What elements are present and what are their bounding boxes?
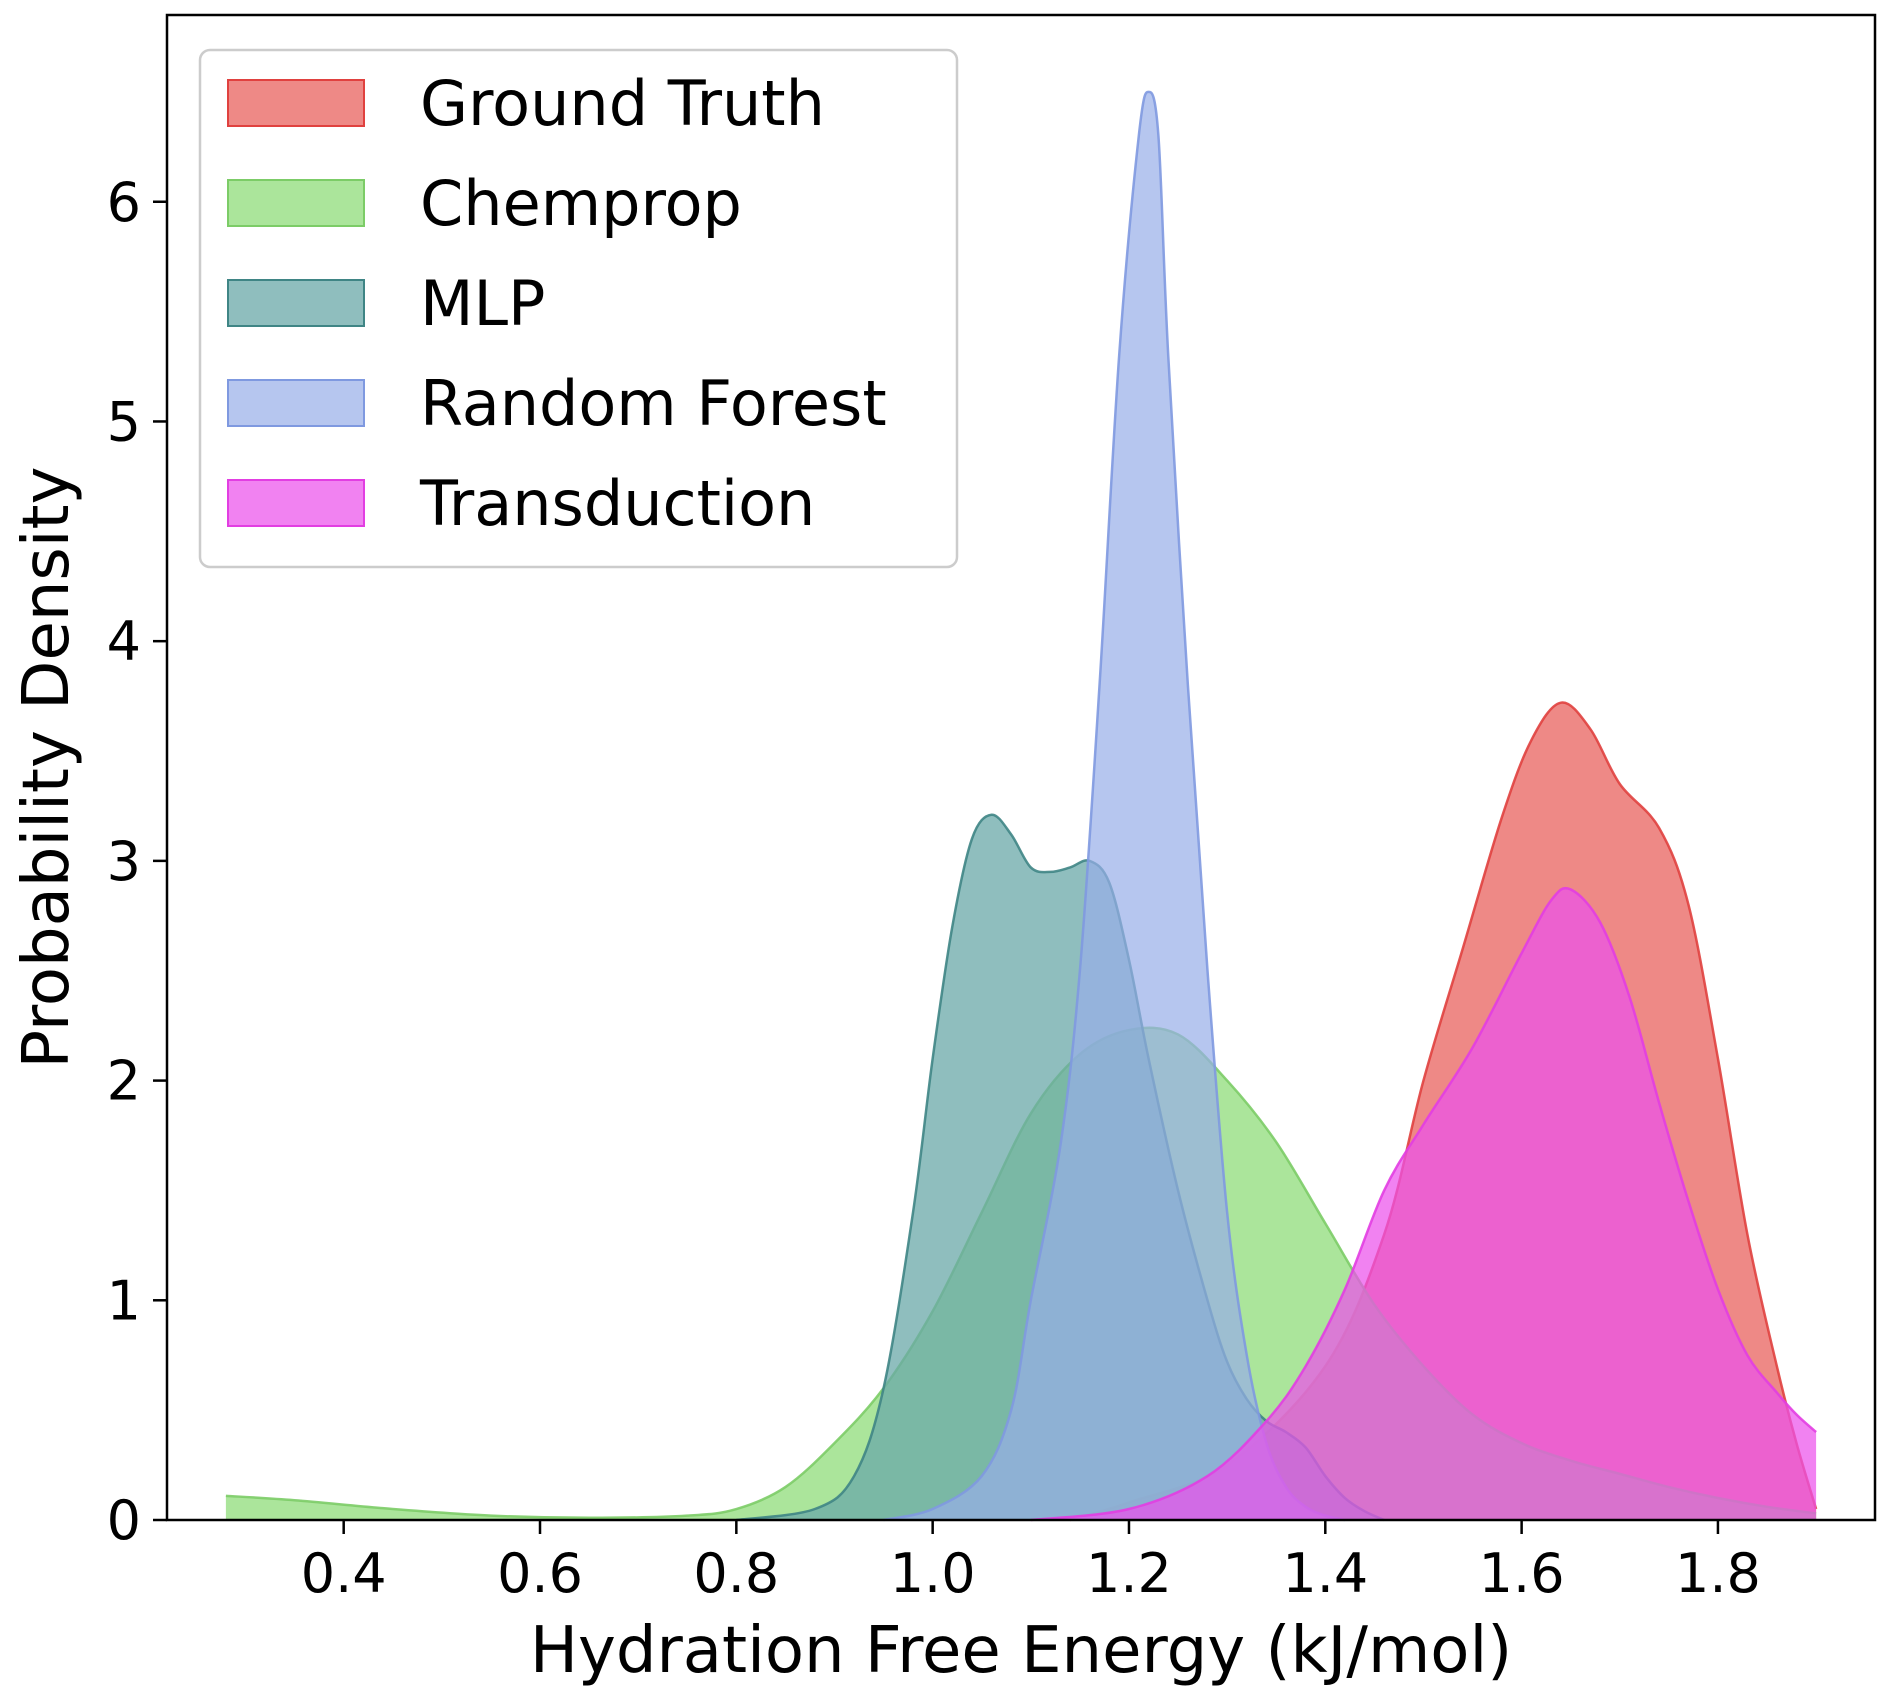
plot-frame bbox=[165, 13, 1877, 1522]
series-area-random-forest bbox=[883, 91, 1345, 1520]
series-line-random-forest bbox=[883, 90, 1346, 1522]
x-tick-label: 1.8 bbox=[1675, 1542, 1761, 1605]
legend-label: Ground Truth bbox=[420, 67, 825, 140]
series-layer bbox=[225, 90, 1818, 1522]
y-tick-label: 5 bbox=[107, 390, 141, 453]
x-axis-title: Hydration Free Energy (kJ/mol) bbox=[530, 1614, 1512, 1688]
legend-label: MLP bbox=[420, 267, 545, 340]
legend-swatch bbox=[227, 379, 365, 427]
series-line-transduction bbox=[1030, 886, 1817, 1522]
legend-swatch bbox=[227, 279, 365, 327]
y-tick-label: 4 bbox=[107, 610, 141, 673]
legend-swatch bbox=[227, 479, 365, 527]
y-tick-label: 0 bbox=[107, 1489, 141, 1552]
legend-label: Transduction bbox=[419, 467, 815, 540]
legend-swatch bbox=[227, 179, 365, 227]
x-tick-label: 0.8 bbox=[693, 1542, 779, 1605]
x-tick-label: 1.6 bbox=[1479, 1542, 1565, 1605]
y-tick-label: 3 bbox=[107, 830, 141, 893]
ticks-layer: 0.4 0.6 0.8 1.0 1.2 1.4 1.6 1.8 0 1 2 3 4 5 6 bbox=[107, 171, 1761, 1605]
y-tick-label: 6 bbox=[107, 171, 141, 234]
legend-label: Random Forest bbox=[420, 367, 887, 440]
x-tick-label: 1.0 bbox=[890, 1542, 976, 1605]
x-tick-label: 1.4 bbox=[1282, 1542, 1368, 1605]
legend-swatch bbox=[227, 79, 365, 127]
y-tick-label: 1 bbox=[107, 1269, 141, 1332]
series-area-transduction bbox=[1030, 888, 1817, 1520]
legend-label: Chemprop bbox=[420, 167, 742, 240]
y-tick-label: 2 bbox=[107, 1050, 141, 1113]
legend: Ground Truth Chemprop MLP Random Forest Tran… bbox=[198, 48, 959, 569]
y-axis-title: Probability Density bbox=[10, 467, 84, 1069]
x-tick-label: 0.4 bbox=[301, 1542, 387, 1605]
x-tick-label: 1.2 bbox=[1086, 1542, 1172, 1605]
x-tick-label: 0.6 bbox=[497, 1542, 583, 1605]
legend-box bbox=[198, 48, 959, 569]
